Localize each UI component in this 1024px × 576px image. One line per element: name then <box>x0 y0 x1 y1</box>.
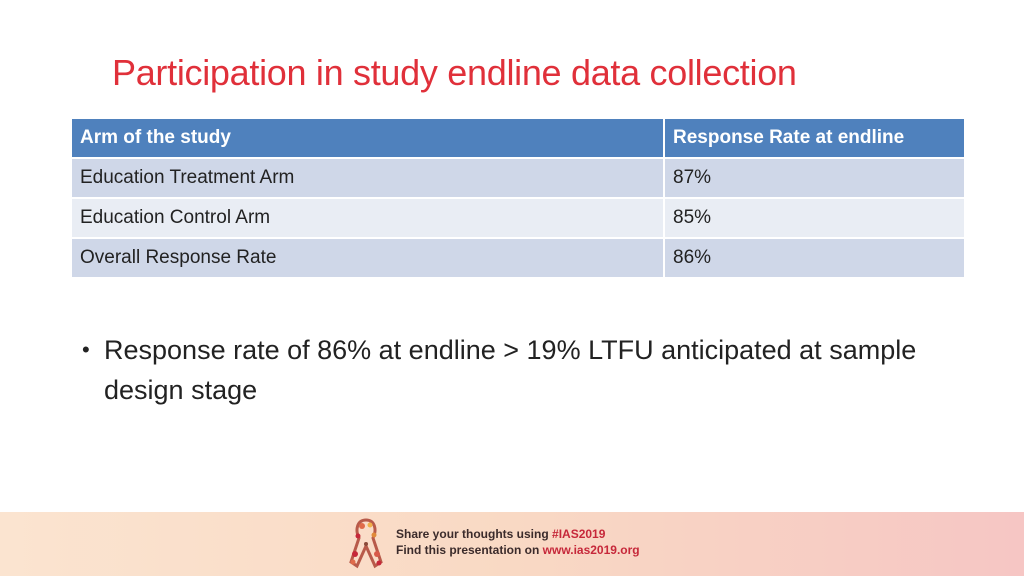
column-header-arm: Arm of the study <box>72 119 664 159</box>
ias-ribbon-logo-icon <box>349 518 383 569</box>
footer-text: Share your thoughts using #IAS2019 Find … <box>396 526 640 558</box>
bullet-dot-icon: • <box>82 337 90 362</box>
table-row: Education Control Arm 85% <box>72 198 964 239</box>
bullet-item: • Response rate of 86% at endline > 19% … <box>82 330 962 410</box>
table-cell-arm: Education Treatment Arm <box>72 158 664 199</box>
footer-line-2: Find this presentation on www.ias2019.or… <box>396 542 640 558</box>
website-link[interactable]: www.ias2019.org <box>542 543 640 557</box>
bullet-text: Response rate of 86% at endline > 19% LT… <box>104 335 917 405</box>
footer-banner: Share your thoughts using #IAS2019 Find … <box>0 512 1024 576</box>
table-cell-arm: Overall Response Rate <box>72 238 664 279</box>
table-header-row: Arm of the study Response Rate at endlin… <box>72 119 964 159</box>
table-row: Education Treatment Arm 87% <box>72 158 964 199</box>
footer-share-text: Share your thoughts using <box>396 527 553 541</box>
table-cell-rate: 85% <box>663 198 964 239</box>
column-header-response-rate: Response Rate at endline <box>663 119 964 159</box>
hashtag-link[interactable]: #IAS2019 <box>552 527 606 541</box>
table-cell-rate: 87% <box>663 158 964 199</box>
footer-find-text: Find this presentation on <box>396 543 543 557</box>
slide-title: Participation in study endline data coll… <box>112 52 797 93</box>
table-row: Overall Response Rate 86% <box>72 238 964 279</box>
table-cell-rate: 86% <box>663 238 964 279</box>
table-cell-arm: Education Control Arm <box>72 198 664 239</box>
bullet-list: • Response rate of 86% at endline > 19% … <box>82 330 962 410</box>
footer-line-1: Share your thoughts using #IAS2019 <box>396 526 640 542</box>
response-rate-table: Arm of the study Response Rate at endlin… <box>72 119 964 279</box>
